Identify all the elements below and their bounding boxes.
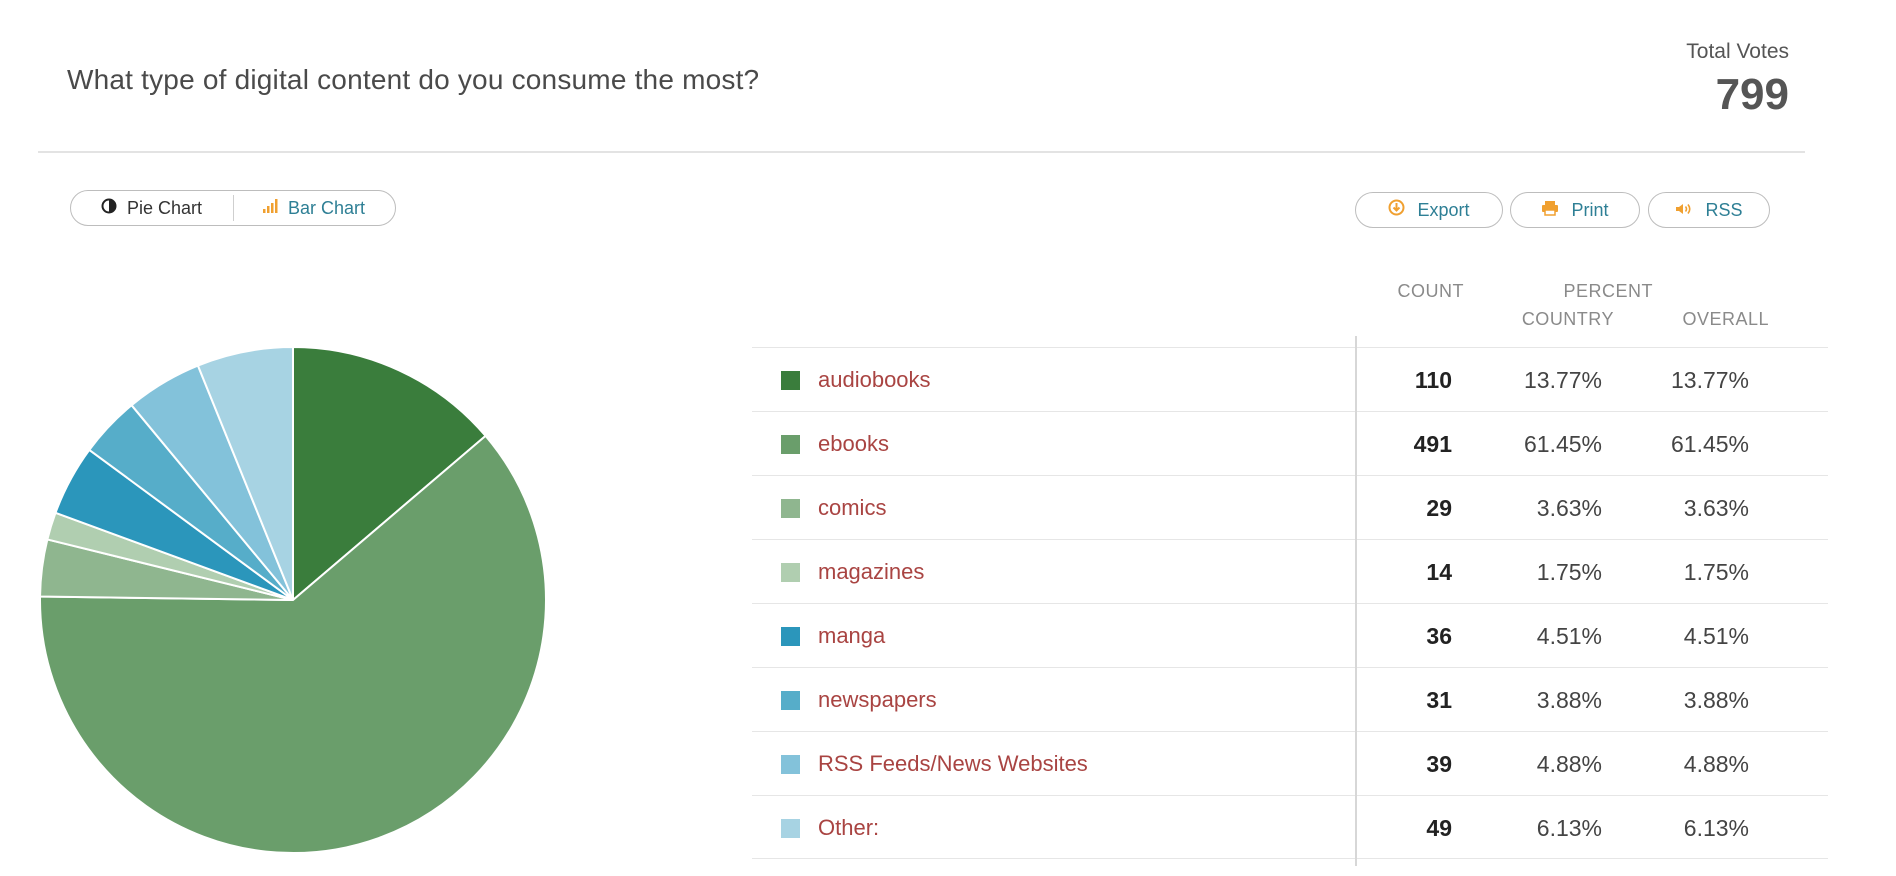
- table-column-divider: [1355, 336, 1357, 866]
- legend-swatch: [781, 563, 800, 582]
- count-column-header: COUNT: [1397, 281, 1464, 301]
- toggle-separator: [233, 195, 234, 221]
- legend-swatch: [781, 627, 800, 646]
- legend-swatch: [781, 435, 800, 454]
- overall-percent-cell: 1.75%: [1683, 559, 1749, 585]
- half-circle-icon: [101, 198, 117, 219]
- country-percent-cell: 61.45%: [1523, 431, 1602, 457]
- country-percent-cell: 4.51%: [1536, 623, 1602, 649]
- country-column-header: COUNTRY: [1521, 309, 1614, 329]
- count-cell: 39: [1426, 751, 1452, 777]
- rss-label: RSS: [1705, 199, 1743, 220]
- count-cell: 14: [1426, 559, 1452, 585]
- count-cell: 49: [1426, 815, 1452, 841]
- table-row: magazines 14 1.75% 1.75%: [752, 539, 1828, 603]
- pie-slice-other[interactable]: [196, 345, 294, 601]
- bar-chart-label: Bar Chart: [288, 197, 366, 218]
- legend-swatch: [781, 371, 800, 390]
- option-link-manga[interactable]: manga: [818, 623, 886, 648]
- country-percent-cell: 6.13%: [1536, 815, 1602, 841]
- overall-column-header: OVERALL: [1682, 309, 1769, 329]
- results-table: audiobooks 110 13.77% 13.77% ebooks 491 …: [752, 347, 1828, 859]
- option-link-newspapers[interactable]: newspapers: [818, 687, 937, 712]
- header-divider: [38, 151, 1805, 153]
- print-label: Print: [1571, 199, 1609, 220]
- table-row: comics 29 3.63% 3.63%: [752, 475, 1828, 539]
- count-cell: 110: [1414, 367, 1452, 393]
- option-link-rss-feeds[interactable]: RSS Feeds/News Websites: [818, 751, 1088, 776]
- country-percent-cell: 3.63%: [1536, 495, 1602, 521]
- speaker-icon: [1675, 200, 1693, 221]
- count-cell: 29: [1426, 495, 1452, 521]
- count-cell: 491: [1413, 431, 1452, 457]
- option-link-audiobooks[interactable]: audiobooks: [818, 367, 931, 392]
- option-link-ebooks[interactable]: ebooks: [818, 431, 889, 456]
- pie-slice-audiobooks[interactable]: [292, 345, 487, 603]
- legend-swatch: [781, 499, 800, 518]
- printer-icon: [1541, 200, 1559, 221]
- option-link-other[interactable]: Other:: [818, 815, 880, 840]
- table-row: manga 36 4.51% 4.51%: [752, 603, 1828, 667]
- legend-swatch: [781, 691, 800, 710]
- total-votes-label: Total Votes: [1686, 40, 1789, 63]
- bar-chart-icon: [262, 198, 278, 219]
- country-percent-cell: 1.75%: [1536, 559, 1602, 585]
- percent-column-header: PERCENT: [1563, 281, 1653, 301]
- country-percent-cell: 4.88%: [1536, 751, 1602, 777]
- total-votes-value: 799: [1715, 70, 1789, 119]
- overall-percent-cell: 3.88%: [1683, 687, 1749, 713]
- pie-chart-label: Pie Chart: [127, 197, 203, 218]
- table-row: ebooks 491 61.45% 61.45%: [752, 411, 1828, 475]
- table-row: audiobooks 110 13.77% 13.77%: [752, 347, 1828, 411]
- legend-swatch: [781, 819, 800, 838]
- download-circle-icon: [1388, 199, 1405, 221]
- table-row: Other: 49 6.13% 6.13%: [752, 795, 1828, 859]
- bar-chart-toggle[interactable]: Bar Chart: [234, 191, 365, 225]
- question-title: What type of digital content do you cons…: [67, 64, 760, 95]
- overall-percent-cell: 61.45%: [1670, 431, 1749, 457]
- option-link-magazines[interactable]: magazines: [818, 559, 925, 584]
- option-link-comics[interactable]: comics: [818, 495, 887, 520]
- pie-chart-toggle[interactable]: Pie Chart: [71, 191, 233, 225]
- overall-percent-cell: 3.63%: [1683, 495, 1749, 521]
- count-cell: 36: [1426, 623, 1452, 649]
- print-button[interactable]: Print: [1510, 192, 1640, 228]
- overall-percent-cell: 4.88%: [1683, 751, 1749, 777]
- overall-percent-cell: 13.77%: [1670, 367, 1749, 393]
- table-row: newspapers 31 3.88% 3.88%: [752, 667, 1828, 731]
- country-percent-cell: 3.88%: [1536, 687, 1602, 713]
- pie-chart: [38, 345, 548, 855]
- export-label: Export: [1417, 199, 1470, 220]
- pie-slice-ebooks[interactable]: [39, 434, 547, 854]
- export-button[interactable]: Export: [1355, 192, 1503, 228]
- chart-view-toggle: Pie Chart Bar Chart: [70, 190, 396, 226]
- rss-button[interactable]: RSS: [1648, 192, 1770, 228]
- pie-chart-svg: [39, 345, 547, 854]
- legend-swatch: [781, 755, 800, 774]
- country-percent-cell: 13.77%: [1523, 367, 1602, 393]
- count-cell: 31: [1426, 687, 1452, 713]
- overall-percent-cell: 6.13%: [1683, 815, 1749, 841]
- table-row: RSS Feeds/News Websites 39 4.88% 4.88%: [752, 731, 1828, 795]
- overall-percent-cell: 4.51%: [1683, 623, 1749, 649]
